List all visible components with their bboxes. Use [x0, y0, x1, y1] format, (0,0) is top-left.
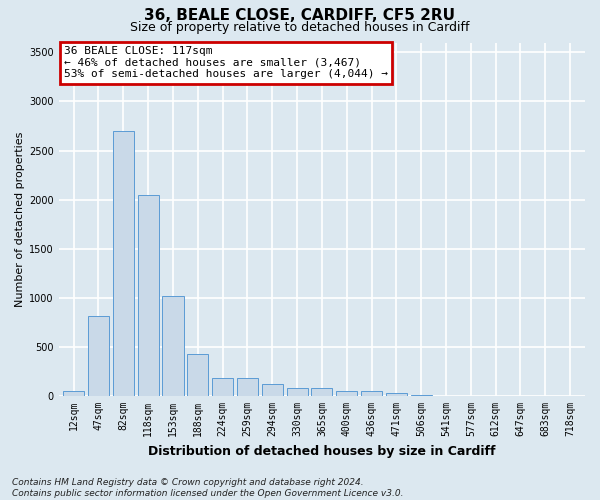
Bar [63, 391, 84, 396]
Bar [386, 393, 407, 396]
Bar [410, 395, 432, 396]
X-axis label: Distribution of detached houses by size in Cardiff: Distribution of detached houses by size … [148, 444, 496, 458]
Bar [262, 384, 283, 396]
Bar [113, 131, 134, 396]
Bar [88, 316, 109, 396]
Text: Contains HM Land Registry data © Crown copyright and database right 2024.
Contai: Contains HM Land Registry data © Crown c… [12, 478, 404, 498]
Bar [187, 354, 208, 396]
Bar [287, 388, 308, 396]
Bar [311, 388, 332, 396]
Text: 36 BEALE CLOSE: 117sqm
← 46% of detached houses are smaller (3,467)
53% of semi-: 36 BEALE CLOSE: 117sqm ← 46% of detached… [64, 46, 388, 79]
Text: 36, BEALE CLOSE, CARDIFF, CF5 2RU: 36, BEALE CLOSE, CARDIFF, CF5 2RU [145, 8, 455, 22]
Bar [361, 390, 382, 396]
Bar [237, 378, 258, 396]
Bar [163, 296, 184, 396]
Bar [212, 378, 233, 396]
Text: Size of property relative to detached houses in Cardiff: Size of property relative to detached ho… [130, 21, 470, 34]
Bar [137, 194, 158, 396]
Y-axis label: Number of detached properties: Number of detached properties [15, 132, 25, 307]
Bar [336, 390, 357, 396]
